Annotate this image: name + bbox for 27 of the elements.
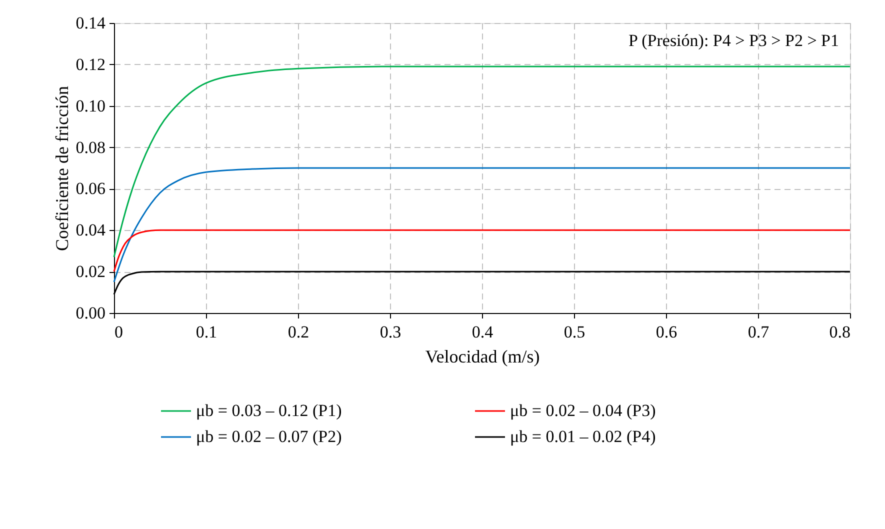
legend-label: μb = 0.01 – 0.02 (P4): [510, 427, 656, 446]
legend-label: μb = 0.02 – 0.04 (P3): [510, 401, 656, 420]
x-tick-label: 0.2: [288, 322, 310, 342]
x-tick-label: 0: [114, 322, 123, 342]
y-axis-title: Coeficiente de fricción: [52, 86, 72, 251]
y-tick-label: 0.02: [76, 262, 106, 282]
y-tick-label: 0.10: [76, 96, 106, 116]
line-series: [113, 66, 851, 258]
y-tick-label: 0.06: [76, 179, 106, 198]
line-series: [113, 167, 851, 283]
legend-label: μb = 0.03 – 0.12 (P1): [196, 401, 342, 420]
y-tick-label: 0.08: [76, 138, 106, 157]
x-tick-label: 0.5: [564, 322, 586, 342]
x-axis-title: Velocidad (m/s): [425, 346, 540, 366]
x-tick-label: 0.1: [196, 322, 218, 342]
x-tick-label: 0.8: [829, 322, 850, 342]
x-tick-label: 0.6: [656, 322, 678, 342]
legend-label: μb = 0.02 – 0.07 (P2): [196, 427, 342, 446]
annotation: P (Presión): P4 > P3 > P2 > P1: [628, 31, 839, 50]
y-tick-label: 0.12: [76, 54, 106, 74]
x-tick-label: 0.4: [472, 322, 494, 342]
y-tick-label: 0.00: [76, 304, 106, 322]
x-tick-label: 0.7: [748, 322, 770, 342]
y-tick-label: 0.04: [76, 220, 106, 240]
x-tick-label: 0.3: [380, 322, 402, 342]
line-series: [113, 229, 851, 272]
y-tick-label: 0.14: [76, 14, 106, 32]
